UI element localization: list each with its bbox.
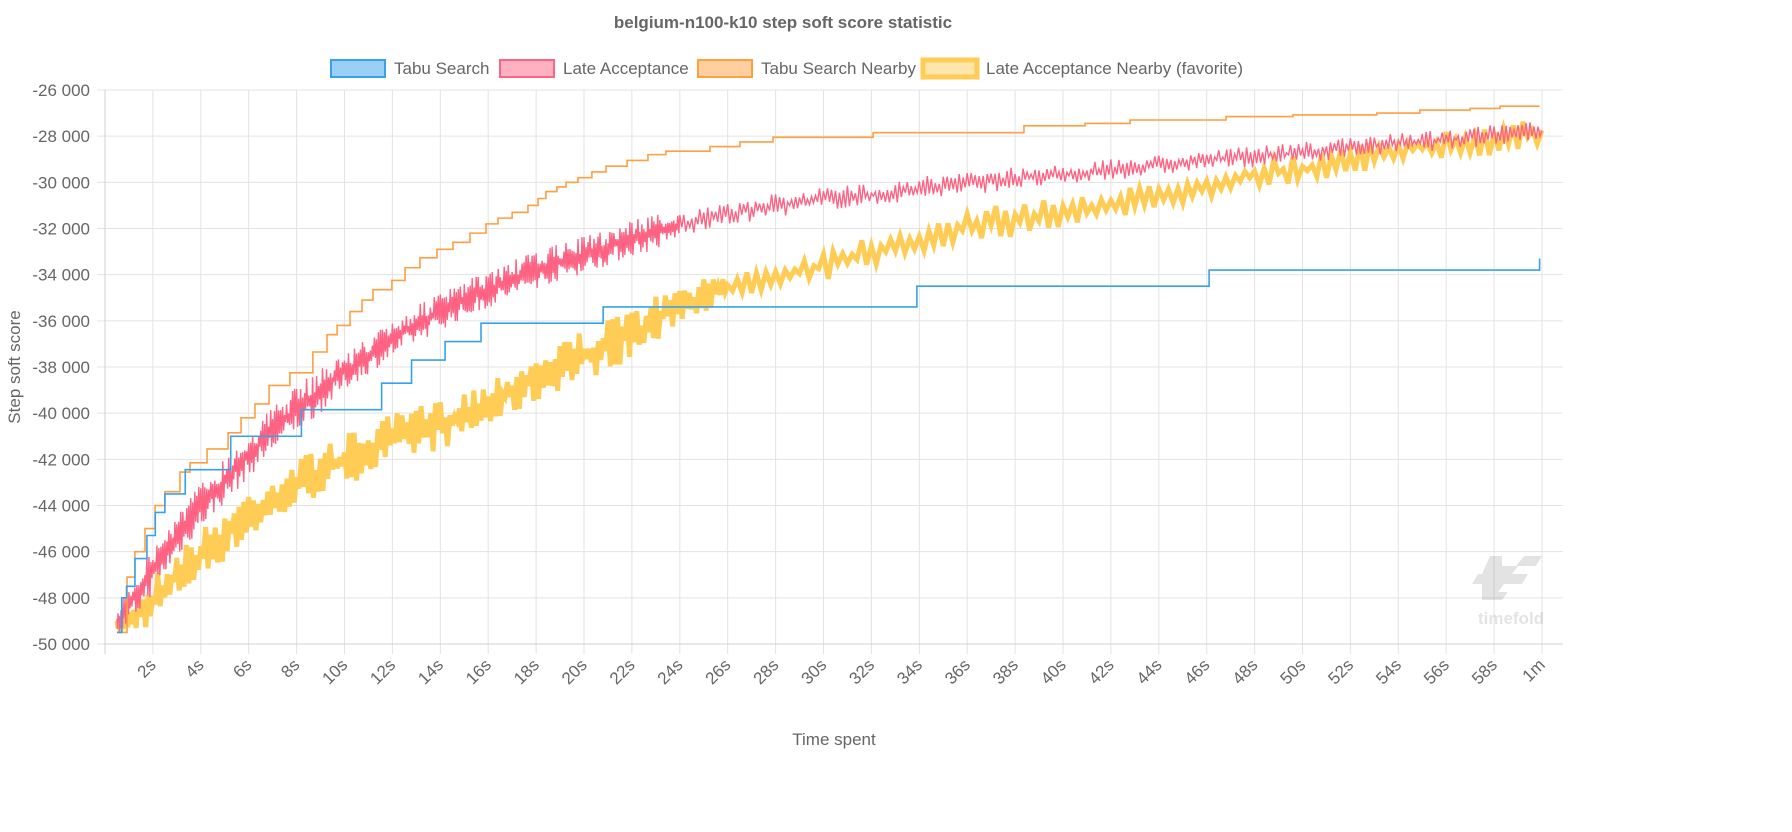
x-tick-label: 28s bbox=[750, 655, 783, 688]
legend-swatch bbox=[330, 59, 386, 78]
y-tick-label: -50 000 bbox=[32, 635, 90, 654]
x-tick-label: 14s bbox=[414, 655, 447, 688]
x-tick-label: 52s bbox=[1324, 655, 1357, 688]
y-tick-label: -40 000 bbox=[32, 404, 90, 423]
y-axis-ticks: -26 000 -28 000 -30 000 -32 000 -34 000 -36 0… bbox=[32, 81, 90, 654]
y-tick-label: -28 000 bbox=[32, 127, 90, 146]
watermark-text: timefold bbox=[1478, 609, 1544, 628]
series-tabu-search-nearby bbox=[116, 105, 1540, 634]
x-tick-label: 56s bbox=[1420, 655, 1453, 688]
x-tick-label: 50s bbox=[1277, 655, 1310, 688]
series-line bbox=[116, 258, 1541, 634]
x-tick-label: 48s bbox=[1229, 655, 1262, 688]
series-tabu-search bbox=[116, 258, 1541, 634]
x-tick-label: 46s bbox=[1181, 655, 1214, 688]
x-tick-label: 44s bbox=[1133, 655, 1166, 688]
x-axis-ticks: 2s 4s 6s 8s 10s 12s 14s 16s 18s 20s 22s 24s 26s 28s 30… bbox=[134, 655, 1549, 688]
series-layer bbox=[114, 105, 1545, 634]
x-tick-label: 38s bbox=[989, 655, 1022, 688]
x-tick-label: 24s bbox=[654, 655, 687, 688]
legend-label: Tabu Search Nearby bbox=[761, 59, 916, 78]
series-line bbox=[116, 122, 1543, 632]
x-tick-label: 58s bbox=[1468, 655, 1501, 688]
legend-label: Late Acceptance bbox=[563, 59, 689, 78]
x-tick-label: 30s bbox=[798, 655, 831, 688]
x-tick-label: 4s bbox=[181, 655, 207, 681]
y-tick-label: -30 000 bbox=[32, 173, 90, 192]
x-tick-label: 22s bbox=[606, 655, 639, 688]
x-tick-label: 6s bbox=[229, 655, 255, 681]
legend-item[interactable]: Late Acceptance bbox=[499, 59, 689, 78]
x-tick-label: 8s bbox=[277, 655, 303, 681]
timefold-logo-watermark: timefold bbox=[1472, 556, 1544, 628]
legend-item[interactable]: Tabu Search bbox=[330, 59, 489, 78]
legend-swatch bbox=[499, 59, 555, 78]
x-axis-label: Time spent bbox=[792, 730, 876, 749]
x-tick-label: 40s bbox=[1037, 655, 1070, 688]
legend-item[interactable]: Late Acceptance Nearby (favorite) bbox=[920, 57, 1243, 80]
x-tick-label: 1m bbox=[1519, 655, 1549, 685]
y-tick-label: -46 000 bbox=[32, 543, 90, 562]
x-tick-label: 2s bbox=[134, 655, 160, 681]
series-line bbox=[114, 118, 1545, 634]
series-late-acceptance-nearby-favorite bbox=[114, 118, 1545, 634]
legend-swatch bbox=[920, 57, 980, 80]
x-tick-label: 10s bbox=[319, 655, 352, 688]
x-tick-label: 32s bbox=[845, 655, 878, 688]
y-tick-label: -32 000 bbox=[32, 220, 90, 239]
legend-item[interactable]: Tabu Search Nearby bbox=[697, 59, 916, 78]
x-tick-label: 16s bbox=[462, 655, 495, 688]
y-tick-label: -38 000 bbox=[32, 358, 90, 377]
x-tick-label: 36s bbox=[941, 655, 974, 688]
legend-label: Tabu Search bbox=[394, 59, 489, 78]
legend-label: Late Acceptance Nearby (favorite) bbox=[986, 59, 1243, 78]
y-tick-label: -36 000 bbox=[32, 312, 90, 331]
y-tick-label: -48 000 bbox=[32, 589, 90, 608]
chart-title: belgium-n100-k10 step soft score statist… bbox=[614, 13, 952, 32]
legend: Tabu Search Late Acceptance Tabu Search Ne… bbox=[330, 57, 1243, 80]
y-tick-label: -44 000 bbox=[32, 497, 90, 516]
x-tick-label: 34s bbox=[893, 655, 926, 688]
series-line bbox=[116, 105, 1540, 634]
x-tick-label: 26s bbox=[702, 655, 735, 688]
x-tick-label: 18s bbox=[510, 655, 543, 688]
legend-swatch bbox=[697, 59, 753, 78]
y-tick-label: -42 000 bbox=[32, 450, 90, 469]
y-axis-label: Step soft score bbox=[5, 310, 24, 423]
y-tick-label: -26 000 bbox=[32, 81, 90, 100]
y-tick-label: -34 000 bbox=[32, 266, 90, 285]
x-tick-label: 42s bbox=[1085, 655, 1118, 688]
grid bbox=[97, 89, 1563, 654]
series-late-acceptance bbox=[116, 122, 1543, 632]
logo-mark-icon bbox=[1472, 556, 1542, 600]
x-tick-label: 54s bbox=[1372, 655, 1405, 688]
x-tick-label: 20s bbox=[558, 655, 591, 688]
x-tick-label: 12s bbox=[366, 655, 399, 688]
